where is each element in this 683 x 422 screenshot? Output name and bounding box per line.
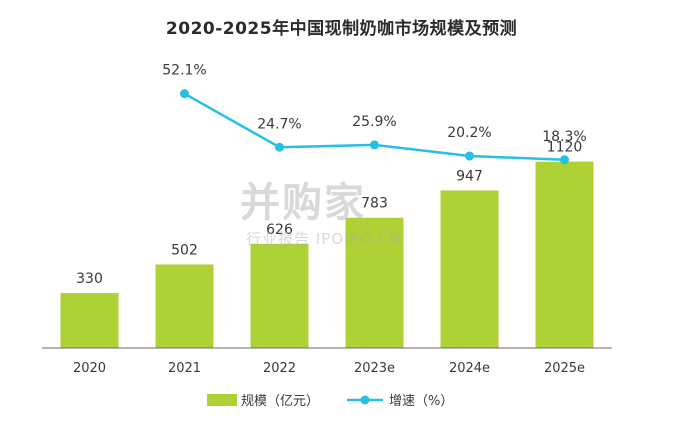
- bar-2022: [250, 243, 309, 348]
- x-tick-label-2024e: 2024e: [449, 361, 490, 376]
- legend-swatch-bar: [207, 394, 237, 406]
- bar-2020: [60, 293, 119, 348]
- growth-value-label-2022: 24.7%: [257, 116, 301, 132]
- bar-2023e: [345, 217, 404, 348]
- chart-title: 2020-2025年中国现制奶咖市场规模及预测: [165, 19, 518, 39]
- growth-point-2021: [180, 89, 189, 99]
- x-tick-label-2023e: 2023e: [354, 361, 395, 376]
- bar-2024e: [440, 190, 499, 348]
- growth-point-2023e: [370, 140, 379, 150]
- legend-swatch-line-marker: [360, 395, 370, 405]
- x-tick-label-2022: 2022: [263, 361, 296, 376]
- x-tick-label-2020: 2020: [73, 361, 106, 376]
- bar-2021: [155, 264, 214, 348]
- bar-value-label-2020: 330: [76, 271, 103, 287]
- growth-point-2024e: [465, 151, 474, 161]
- growth-point-2022: [275, 142, 284, 152]
- growth-point-2025e: [560, 155, 569, 165]
- bar-value-label-2023e: 783: [361, 196, 388, 212]
- growth-value-label-2024e: 20.2%: [447, 125, 491, 141]
- bar-value-label-2024e: 947: [456, 168, 483, 184]
- growth-value-label-2021: 52.1%: [162, 63, 206, 79]
- bar-value-label-2022: 626: [266, 222, 293, 238]
- legend-label-line: 增速（%）: [389, 394, 453, 409]
- x-tick-label-2021: 2021: [168, 361, 201, 376]
- bar-value-label-2025e: 1120: [547, 140, 583, 156]
- legend-label-bar: 规模（亿元）: [241, 394, 319, 409]
- growth-value-label-2025e: 18.3%: [542, 129, 586, 145]
- bar-2025e: [535, 161, 594, 348]
- x-tick-label-2025e: 2025e: [544, 361, 585, 376]
- bar-value-label-2021: 502: [171, 242, 198, 258]
- growth-value-label-2023e: 25.9%: [352, 114, 396, 130]
